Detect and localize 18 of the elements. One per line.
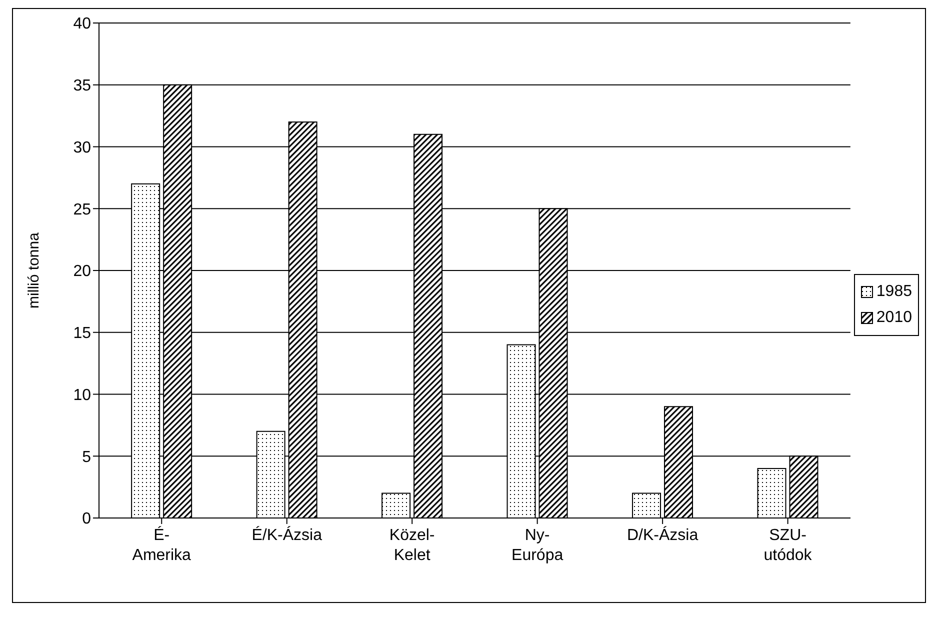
x-tick-label: É- Amerika	[132, 526, 192, 564]
y-tick-label: 10	[73, 386, 92, 404]
y-tick-label: 25	[73, 201, 92, 218]
y-tick-label: 20	[73, 263, 92, 280]
x-tick-label: Közel- Kelet	[389, 527, 435, 564]
y-tick-label: 30	[73, 139, 92, 156]
y-tick-label: 0	[82, 510, 92, 528]
legend-label: 1985	[876, 282, 912, 302]
x-tick-label: É/K-Ázsia	[252, 526, 322, 544]
y-axis-title: millió tonna	[25, 232, 42, 308]
y-tick-label: 35	[73, 78, 92, 95]
legend-label: 2010	[876, 308, 912, 328]
x-tick-label: D/K-Ázsia	[626, 526, 698, 544]
y-tick-label: 15	[73, 325, 92, 342]
y-tick-label: 5	[82, 448, 92, 466]
x-tick-label: Ny- Európa	[512, 527, 564, 564]
y-tick-label: 40	[73, 16, 92, 33]
x-tick-label: SZU- utódok	[764, 527, 813, 564]
